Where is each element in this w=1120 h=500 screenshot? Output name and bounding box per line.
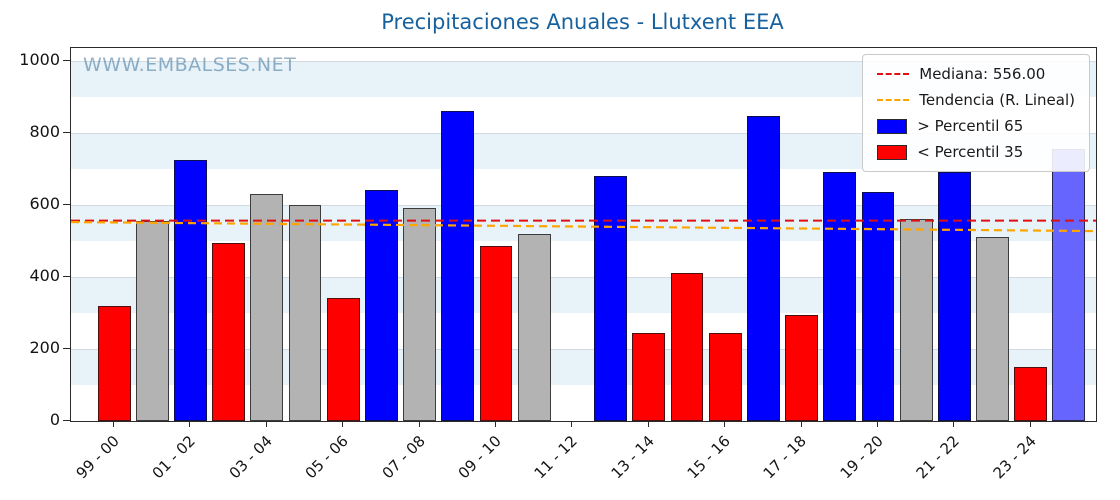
bar-above_p65 <box>861 192 895 421</box>
y-tick-label: 400 <box>29 265 60 285</box>
median-dashed-line-swatch <box>877 73 910 75</box>
red-patch-swatch <box>877 144 908 160</box>
y-tick-label: 0 <box>49 410 60 429</box>
bar-below_p35 <box>212 242 246 421</box>
x-tick-label: 15 - 16 <box>683 432 734 483</box>
x-tick-label: 01 - 02 <box>148 432 200 483</box>
legend-label-below-p35: < Percentil 35 <box>917 143 1024 161</box>
reference-lines-layer <box>71 219 1096 233</box>
y-tick-label: 800 <box>29 121 60 141</box>
blue-patch-swatch <box>877 118 908 134</box>
y-tick-mark <box>63 347 70 349</box>
y-tick-label: 1000 <box>19 49 60 69</box>
bar-mid <box>403 208 437 421</box>
x-tick-label: 07 - 08 <box>378 432 429 483</box>
x-tick-mark <box>342 421 344 427</box>
x-tick-label: 13 - 14 <box>607 432 658 483</box>
x-tick-label: 11 - 12 <box>530 432 582 483</box>
x-tick-mark <box>495 421 497 427</box>
legend-label-median: Mediana: 556.00 <box>919 65 1046 83</box>
legend-item-trend: Tendencia (R. Lineal) <box>877 91 1075 109</box>
y-tick-mark <box>63 131 70 133</box>
bar-below_p35 <box>1014 366 1048 421</box>
bar-mid <box>288 204 322 421</box>
x-tick-label: 17 - 18 <box>759 432 811 483</box>
x-tick-mark <box>113 421 115 427</box>
x-tick-mark <box>800 421 802 427</box>
x-tick-label: 19 - 20 <box>836 432 887 483</box>
x-tick-mark <box>418 421 420 427</box>
bar-above_p65 <box>594 175 628 421</box>
plot-area: WWW.EMBALSES.NET Mediana: 556.00 Tendenc… <box>70 47 1097 422</box>
bar-mid <box>899 219 933 421</box>
y-tick-mark <box>63 275 70 277</box>
x-tick-mark <box>724 421 726 427</box>
y-tick-mark <box>63 59 70 61</box>
gridline <box>71 60 1096 62</box>
bar-mid <box>135 220 169 421</box>
x-tick-label: 09 - 10 <box>454 432 505 483</box>
x-tick-mark <box>265 421 267 427</box>
legend-label-trend: Tendencia (R. Lineal) <box>919 91 1075 109</box>
x-tick-mark <box>189 421 191 427</box>
y-tick-label: 200 <box>29 337 60 357</box>
gridline <box>71 276 1096 278</box>
bar-above_p65 <box>823 172 857 421</box>
legend-item-above-p65: > Percentil 65 <box>877 117 1075 135</box>
x-tick-mark <box>876 421 878 427</box>
bar-below_p35 <box>632 332 666 421</box>
bar-below_p35 <box>97 305 131 421</box>
bar-below_p35 <box>670 273 704 421</box>
bar-below_p35 <box>785 314 818 421</box>
x-tick-label: 03 - 04 <box>225 432 276 483</box>
trend-line <box>71 220 1096 233</box>
bar-below_p35 <box>326 298 360 421</box>
bar-current <box>1052 148 1086 421</box>
x-tick-label: 21 - 22 <box>912 432 964 483</box>
gridline <box>71 204 1096 206</box>
legend-item-median: Mediana: 556.00 <box>877 65 1075 83</box>
legend-item-below-p35: < Percentil 35 <box>877 143 1075 161</box>
x-tick-label: 05 - 06 <box>301 432 352 483</box>
watermark-text: WWW.EMBALSES.NET <box>83 54 297 76</box>
gridline <box>71 132 1096 134</box>
bar-mid <box>517 233 551 421</box>
gridline <box>71 348 1096 350</box>
bar-below_p35 <box>479 246 513 421</box>
y-tick-mark <box>63 203 70 205</box>
trend-dashed-line-swatch <box>877 99 910 101</box>
x-tick-label: 23 - 24 <box>989 432 1040 483</box>
bar-above_p65 <box>365 190 398 421</box>
y-tick-mark <box>63 420 70 421</box>
legend: Mediana: 556.00 Tendencia (R. Lineal) > … <box>862 54 1090 172</box>
x-tick-label: 99 - 00 <box>72 432 123 483</box>
chart-title: Precipitaciones Anuales - Llutxent EEA <box>381 10 784 34</box>
bar-mid <box>250 193 284 421</box>
bar-above_p65 <box>937 172 971 421</box>
bar-below_p35 <box>708 332 742 421</box>
x-tick-mark <box>953 421 955 427</box>
bar-above_p65 <box>174 159 207 421</box>
bar-mid <box>976 237 1009 421</box>
y-tick-label: 600 <box>29 193 60 213</box>
legend-label-above-p65: > Percentil 65 <box>917 117 1024 135</box>
bar-above_p65 <box>746 116 780 421</box>
x-tick-mark <box>647 421 649 427</box>
bar-above_p65 <box>441 111 475 421</box>
x-tick-mark <box>571 421 573 427</box>
x-tick-mark <box>1029 421 1031 427</box>
